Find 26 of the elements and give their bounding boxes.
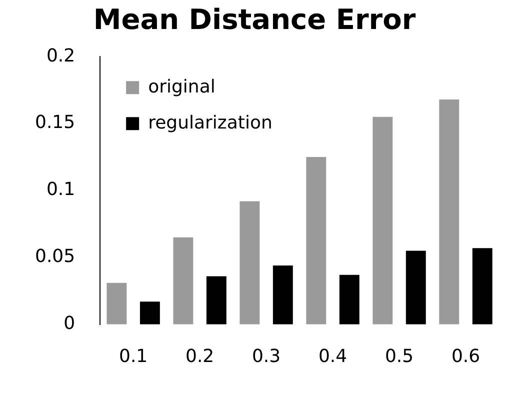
y-tick-label: 0.05 [35, 246, 76, 268]
bar [439, 99, 460, 324]
bar [272, 265, 293, 324]
bar [106, 282, 127, 324]
y-tick-label: 0 [64, 313, 76, 334]
x-tick-label: 0.2 [185, 346, 214, 367]
bar [173, 237, 194, 324]
bar [240, 201, 260, 324]
bar [372, 116, 393, 324]
y-tick-label: 0.2 [46, 45, 76, 66]
x-tick-label: 0.6 [451, 346, 480, 367]
y-tick-label: 0.15 [35, 112, 76, 134]
legend-label: original [148, 76, 216, 98]
bar [406, 250, 426, 324]
legend-label: regularization [148, 112, 272, 134]
bar [306, 157, 326, 324]
bar [140, 302, 160, 324]
y-tick-label: 0.1 [46, 179, 76, 200]
x-tick-label: 0.4 [318, 346, 348, 367]
bar [206, 276, 226, 324]
bar [472, 248, 492, 324]
x-tick-label: 0.1 [119, 346, 148, 367]
bar [339, 274, 360, 324]
x-tick-label: 0.5 [384, 346, 414, 367]
x-tick-label: 0.3 [252, 346, 281, 367]
chart-title: Mean Distance Error [93, 3, 416, 36]
